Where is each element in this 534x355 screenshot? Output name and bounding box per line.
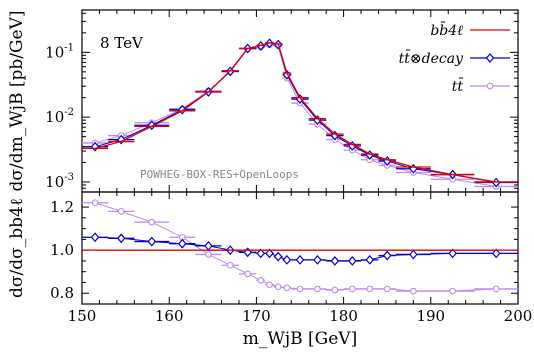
ratio-point <box>273 251 283 262</box>
main-series-0 <box>82 42 518 183</box>
ratio-series-2 <box>82 199 518 295</box>
x-tick-label: 150 <box>68 307 97 325</box>
legend-swatch-marker <box>486 82 494 90</box>
ratio-point <box>283 284 291 292</box>
ratio-point <box>331 286 339 294</box>
ratio-y-tick-label: 1.2 <box>50 198 74 216</box>
ratio-point <box>348 256 357 266</box>
x-tick-label: 160 <box>155 307 184 325</box>
x-tick-label: 170 <box>242 307 271 325</box>
ratio-point <box>274 283 282 291</box>
ratio-y-tick-label: 0.8 <box>50 284 74 302</box>
text-layer: 8 TeV POWHEG-BOX-RES+OpenLoops 150 160 170… <box>7 10 532 349</box>
y-tick-label: 10-1 <box>45 42 74 61</box>
ratio-series-1 <box>82 232 518 266</box>
x-tick-label: 180 <box>329 307 358 325</box>
watermark-text: POWHEG-BOX-RES+OpenLoops <box>140 168 299 181</box>
ratio-point <box>257 276 265 284</box>
ratio-point <box>266 281 273 288</box>
ratio-point <box>410 287 417 295</box>
ratio-point <box>492 285 500 293</box>
y-tick-label: 10-3 <box>45 172 74 191</box>
main-series-line <box>94 42 497 183</box>
ratio-point <box>90 232 100 243</box>
ratio-point <box>116 233 126 244</box>
ratio-series-line <box>94 202 497 292</box>
ratio-point <box>383 285 391 293</box>
energy-label: 8 TeV <box>100 34 144 52</box>
ratio-point <box>265 248 274 259</box>
ratio-y-axis-title: dσ/dσ_bb4ℓ <box>7 198 27 298</box>
ratio-point <box>147 236 157 247</box>
ratio-panel-frame <box>81 191 519 305</box>
data-layer <box>82 38 518 295</box>
ratio-point <box>226 261 234 269</box>
legend: bb̄4ℓ tt̄⊗decay tt̄ <box>399 21 510 95</box>
ratio-point <box>282 254 292 265</box>
ratio-point <box>204 240 213 251</box>
ratio-point <box>382 250 392 261</box>
main-point <box>147 120 157 131</box>
ratio-point <box>330 256 340 266</box>
ratio-point <box>366 285 374 293</box>
ratio-point <box>244 270 252 278</box>
ratio-point <box>449 287 456 295</box>
legend-label: tt̄ <box>452 77 464 95</box>
x-tick-label: 200 <box>504 307 533 325</box>
ratio-point <box>295 254 305 265</box>
x-tick-label: 190 <box>416 307 445 325</box>
ratio-point <box>177 238 187 249</box>
ratio-point <box>365 254 375 265</box>
ratio-point <box>313 254 322 265</box>
legend-swatch-marker <box>485 53 495 63</box>
ratio-point <box>409 249 418 260</box>
ratio-point <box>296 285 304 293</box>
ratio-point <box>91 199 99 207</box>
x-axis-title: m_WjB [GeV] <box>243 329 357 349</box>
legend-label: tt̄⊗decay <box>399 49 464 67</box>
ratio-point <box>314 285 321 293</box>
ratio-point <box>348 285 356 293</box>
y-tick-label: 10-2 <box>45 107 74 126</box>
ratio-point <box>256 248 266 259</box>
ratio-point <box>448 248 457 259</box>
ratio-point <box>148 218 156 226</box>
ratio-point <box>491 248 501 259</box>
ratio-y-tick-label: 1.0 <box>50 241 74 259</box>
ratio-point <box>205 251 212 258</box>
legend-label: bb̄4ℓ <box>430 21 463 39</box>
main-y-axis-title: dσ/dm_WjB [pb/GeV] <box>7 10 27 191</box>
ratio-point <box>117 208 125 215</box>
